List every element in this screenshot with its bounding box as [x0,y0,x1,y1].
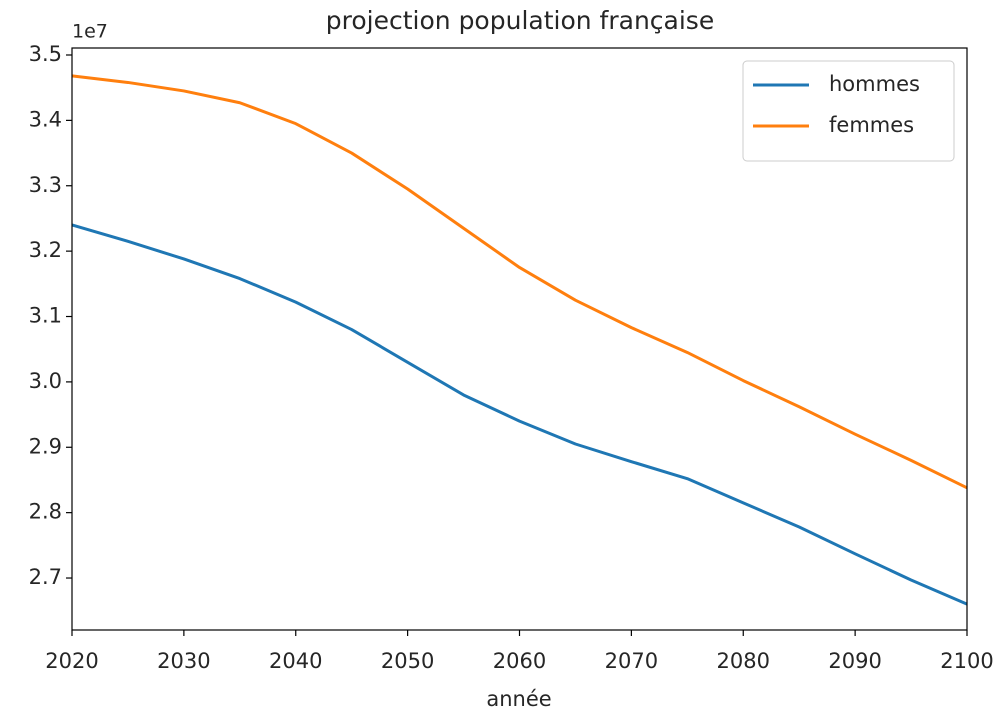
x-tick-label: 2060 [493,649,546,673]
legend: hommes femmes [742,60,955,162]
x-tick-label: 2030 [157,649,210,673]
y-tick-label: 3.2 [29,238,62,262]
y-tick-label: 3.0 [29,369,62,393]
x-tick-label: 2020 [45,649,98,673]
chart-title: projection population française [326,6,714,35]
x-tick-label: 2070 [605,649,658,673]
x-tick-label: 2050 [381,649,434,673]
legend-label: femmes [829,113,914,137]
x-tick-label: 2090 [828,649,881,673]
line-series [71,74,968,490]
offset-text: 1e7 [72,21,108,43]
axes-frame [71,47,968,631]
x-tick-label: 2100 [940,649,993,673]
y-tick-label: 3.1 [29,304,62,328]
y-tick-label: 3.5 [29,42,62,66]
x-tick-label: 2080 [717,649,770,673]
y-tick-label: 2.9 [29,434,62,458]
y-tick-label: 2.7 [29,565,62,589]
y-tick-label: 2.8 [29,500,62,524]
y-tick-label: 3.3 [29,173,62,197]
x-tick-label: 2040 [269,649,322,673]
legend-label: hommes [829,72,920,96]
line-series [71,223,968,606]
x-axis-label: année [486,687,551,711]
y-tick-label: 3.4 [29,107,62,131]
